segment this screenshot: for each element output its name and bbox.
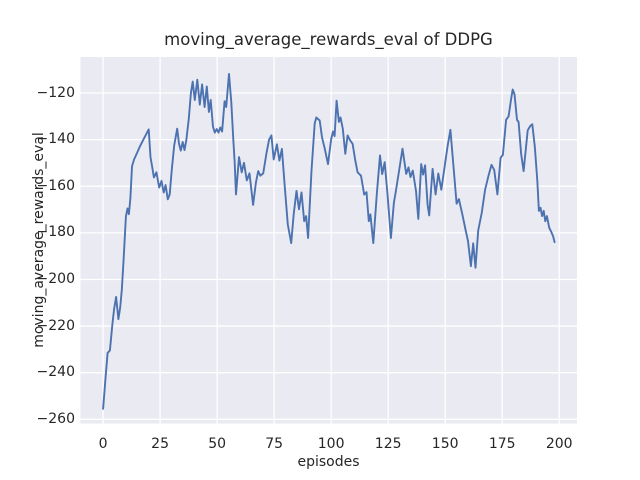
- y-tick-label: −220: [36, 317, 75, 334]
- x-tick-label: 100: [317, 436, 345, 452]
- series-line-ddpg-rewards: [102, 72, 556, 410]
- y-tick-label: −140: [36, 131, 75, 148]
- x-tick-label: 25: [151, 436, 169, 452]
- y-tick-label: −240: [36, 364, 75, 381]
- x-tick-label: 50: [208, 436, 227, 452]
- x-tick-label: 0: [98, 436, 108, 452]
- x-tick-label: 125: [374, 436, 402, 452]
- x-axis-label: episodes: [297, 454, 360, 470]
- plot-area: [80, 57, 577, 424]
- x-tick-label: 75: [265, 436, 284, 452]
- y-tick-label: −200: [36, 270, 75, 287]
- y-tick-label: −180: [36, 224, 75, 241]
- y-tick-label: −260: [36, 410, 75, 427]
- x-tick-label: 150: [431, 436, 459, 452]
- y-tick-label: −120: [36, 84, 75, 101]
- y-tick-label: −160: [36, 177, 75, 194]
- x-tick-label: 175: [488, 436, 516, 452]
- x-tick-label: 200: [545, 436, 573, 452]
- chart-title: moving_average_rewards_eval of DDPG: [164, 30, 493, 49]
